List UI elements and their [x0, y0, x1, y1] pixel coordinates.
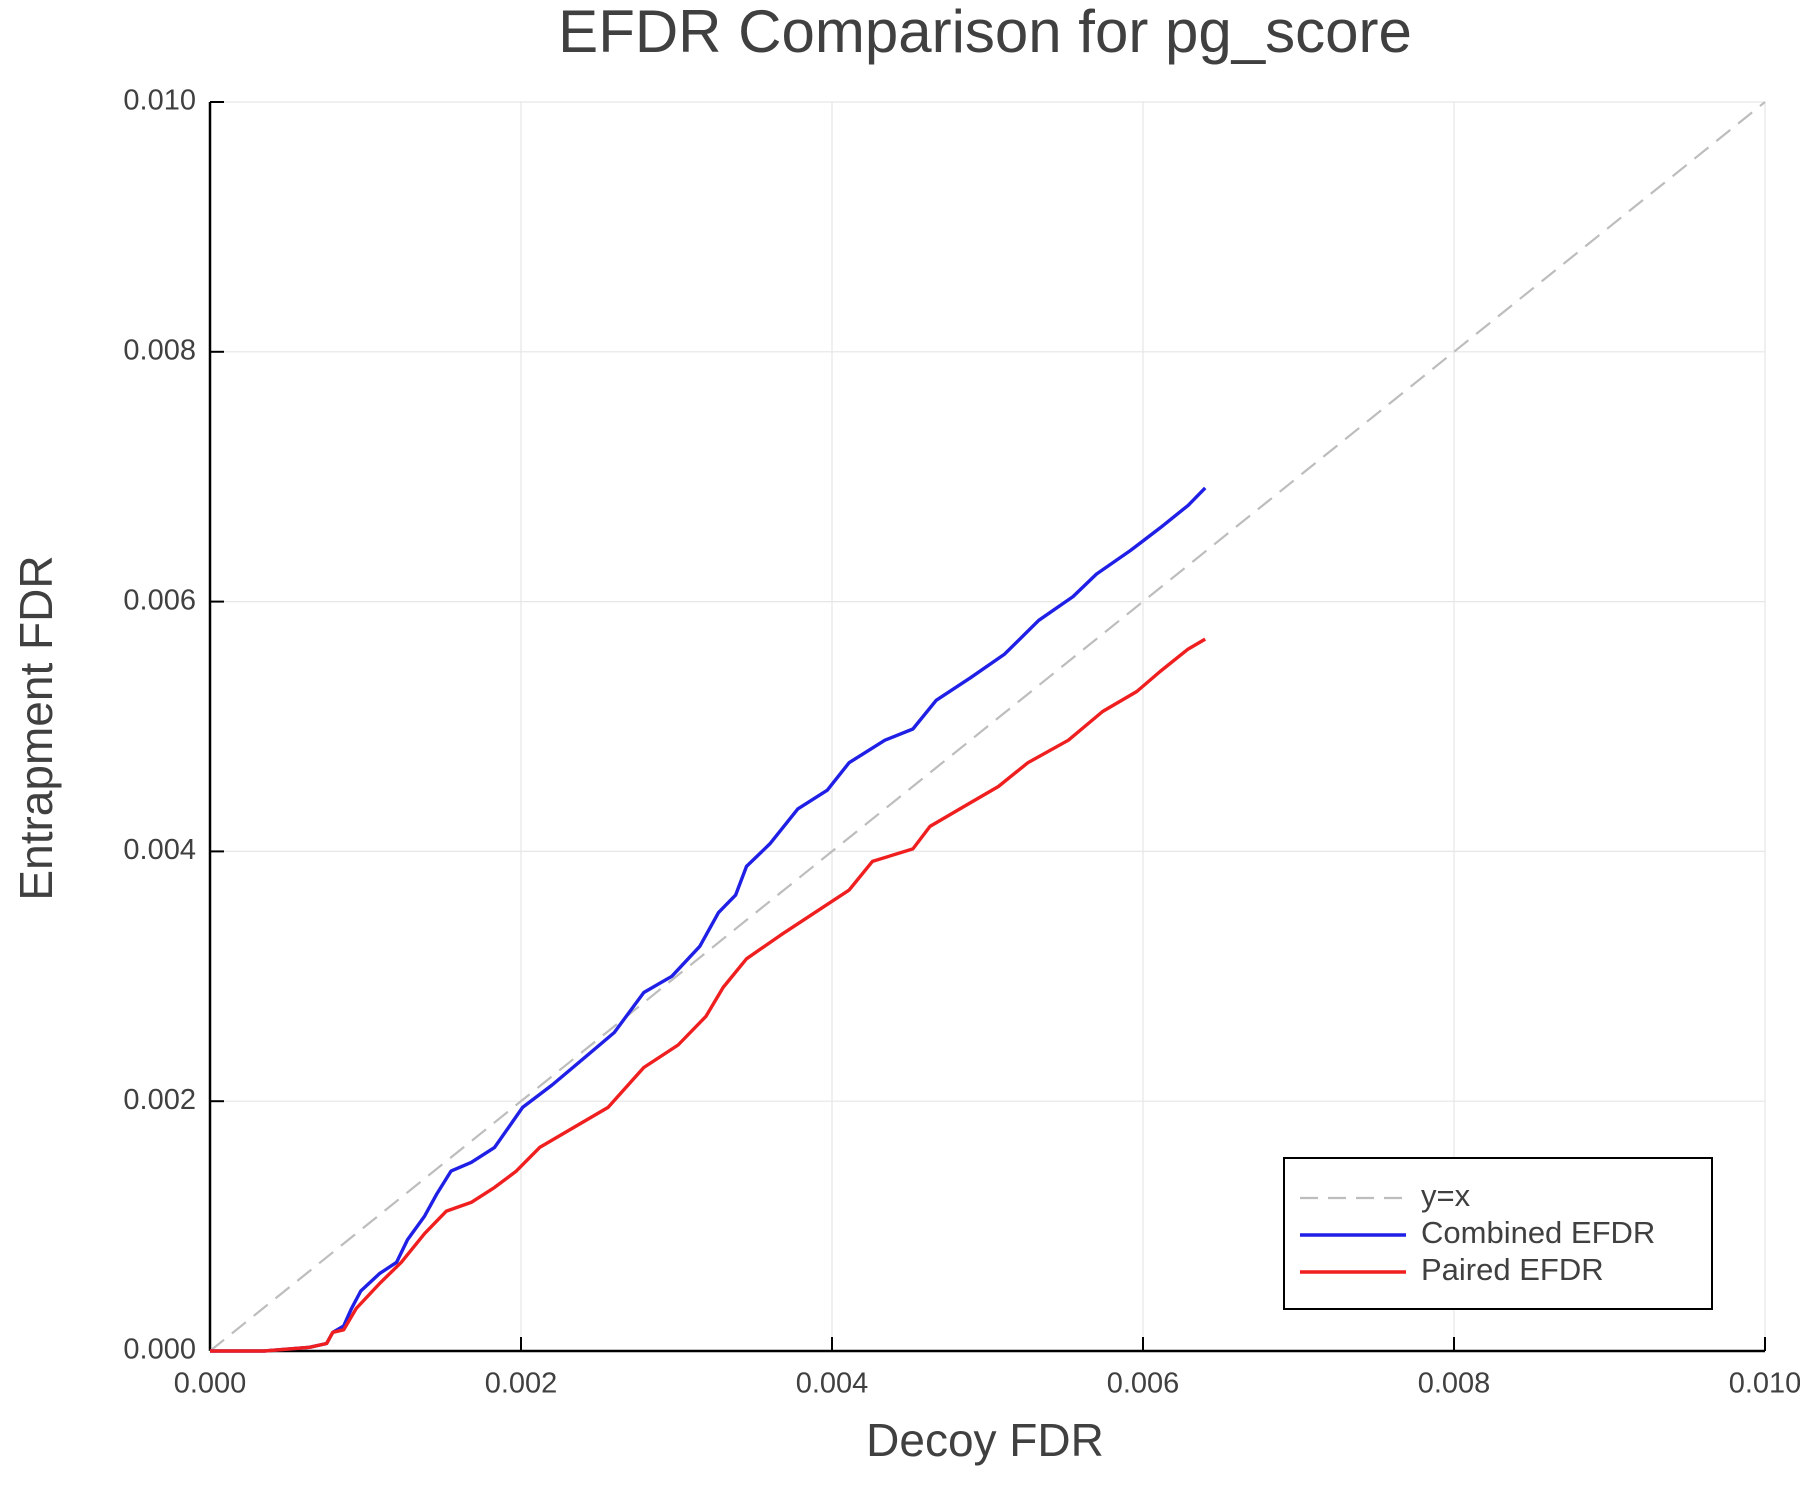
legend-label: Combined EFDR — [1421, 1215, 1655, 1250]
x-tick-label: 0.006 — [1107, 1368, 1180, 1400]
x-axis-title: Decoy FDR — [866, 1414, 1104, 1466]
legend-label: y=x — [1421, 1178, 1471, 1213]
y-axis-title: Entrapment FDR — [10, 555, 62, 900]
y-tick-label: 0.004 — [123, 834, 196, 866]
x-tick-label: 0.008 — [1418, 1368, 1491, 1400]
line-series — [210, 486, 1207, 1353]
y-tick-label: 0.010 — [123, 85, 196, 117]
y-tick-label: 0.000 — [123, 1334, 196, 1366]
line-series — [209, 101, 1766, 1352]
x-tick-label: 0.004 — [796, 1368, 869, 1400]
line-series — [210, 637, 1207, 1353]
x-tick-label: 0.000 — [174, 1368, 247, 1400]
legend-label: Paired EFDR — [1421, 1252, 1604, 1287]
y-tick-label: 0.002 — [123, 1084, 196, 1116]
y-tick-label: 0.006 — [123, 584, 196, 616]
chart-title: EFDR Comparison for pg_score — [558, 0, 1412, 65]
x-tick-label: 0.002 — [485, 1368, 558, 1400]
y-tick-label: 0.008 — [123, 334, 196, 366]
x-tick-label: 0.010 — [1729, 1368, 1800, 1400]
